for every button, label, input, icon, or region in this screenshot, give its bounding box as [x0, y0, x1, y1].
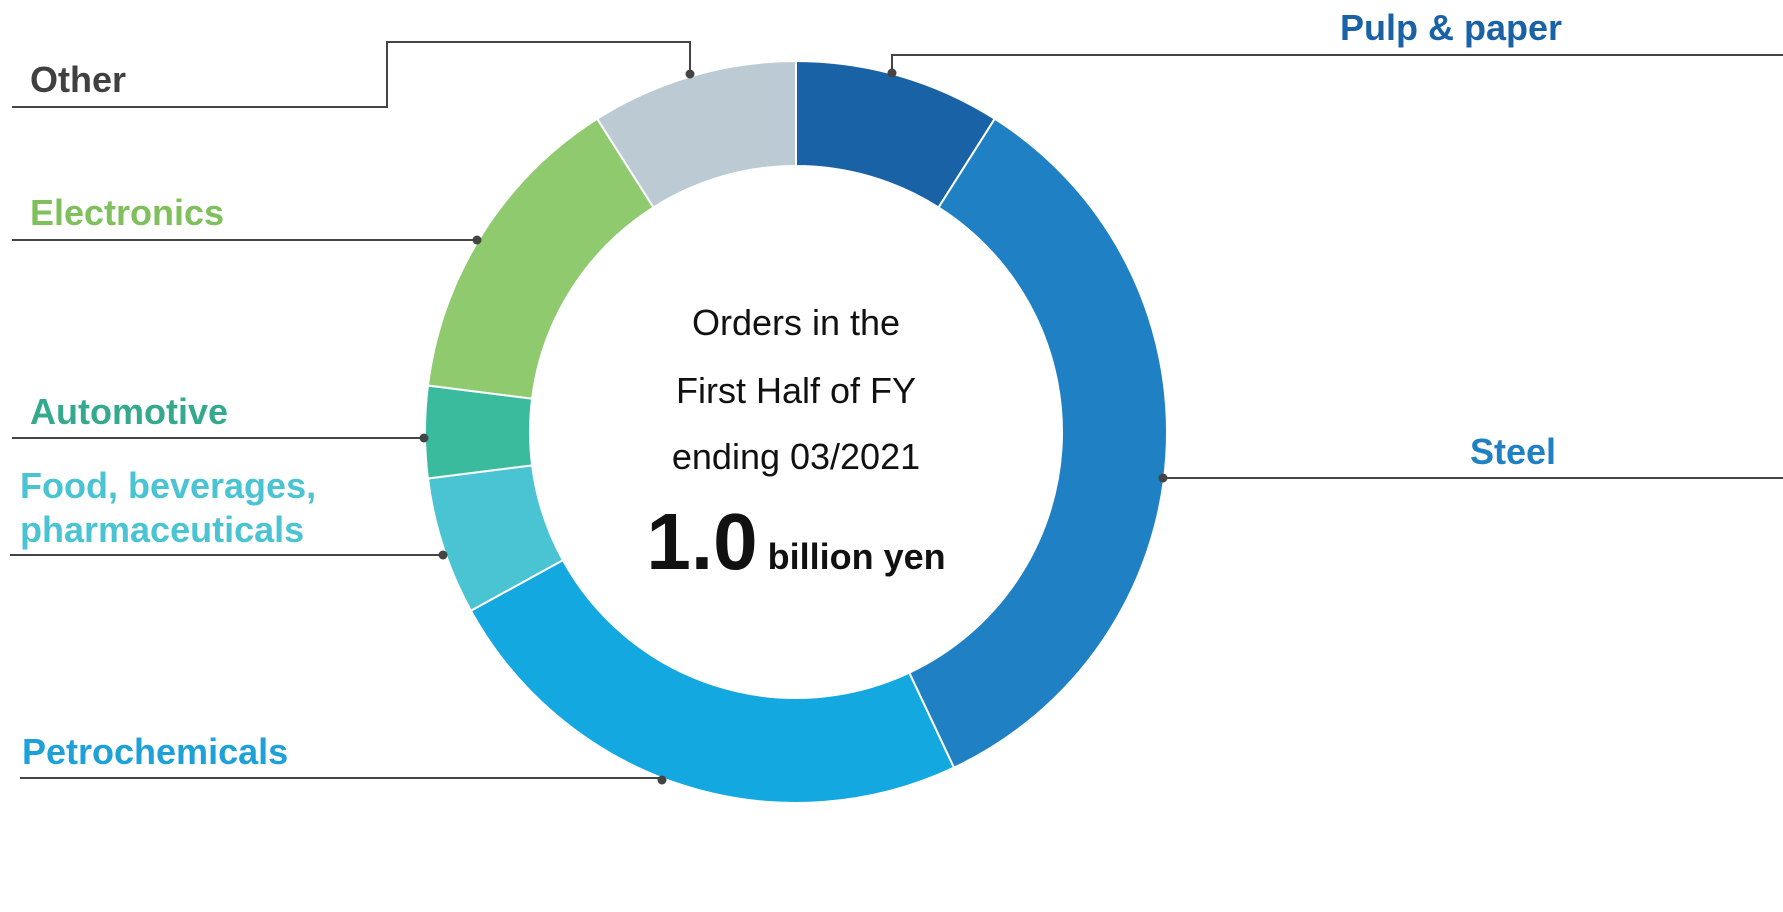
leader-dot	[438, 550, 448, 560]
leader-dot	[472, 235, 482, 245]
slice-label: Food, beverages, pharmaceuticals	[20, 465, 317, 550]
center-unit: billion yen	[767, 536, 946, 577]
leader-line	[20, 777, 663, 780]
slice-label: Automotive	[30, 391, 228, 432]
leader-dot	[657, 775, 667, 785]
slice	[423, 384, 534, 480]
center-line: ending 03/2021	[671, 436, 921, 477]
slice	[595, 59, 797, 209]
leader-dot	[1158, 473, 1168, 483]
slice-label: Petrochemicals	[22, 731, 289, 772]
slice	[426, 117, 655, 400]
slice	[469, 558, 956, 804]
center-total: 1.0 billion yen	[596, 496, 996, 588]
slice-label: Steel	[1469, 431, 1556, 472]
leader-line	[12, 41, 691, 108]
center-value: 1.0	[646, 497, 758, 586]
leader-dot	[419, 433, 429, 443]
slice-label: Pulp & paper	[1339, 7, 1562, 48]
leader-line	[891, 54, 1783, 73]
leader-dot	[887, 68, 897, 78]
slice-label: Other	[30, 59, 127, 100]
center-line: Orders in the	[691, 302, 901, 343]
slice-label: Electronics	[30, 192, 225, 233]
slice	[907, 117, 1168, 770]
center-line: First Half of FY	[675, 370, 917, 411]
leader-dot	[685, 69, 695, 79]
